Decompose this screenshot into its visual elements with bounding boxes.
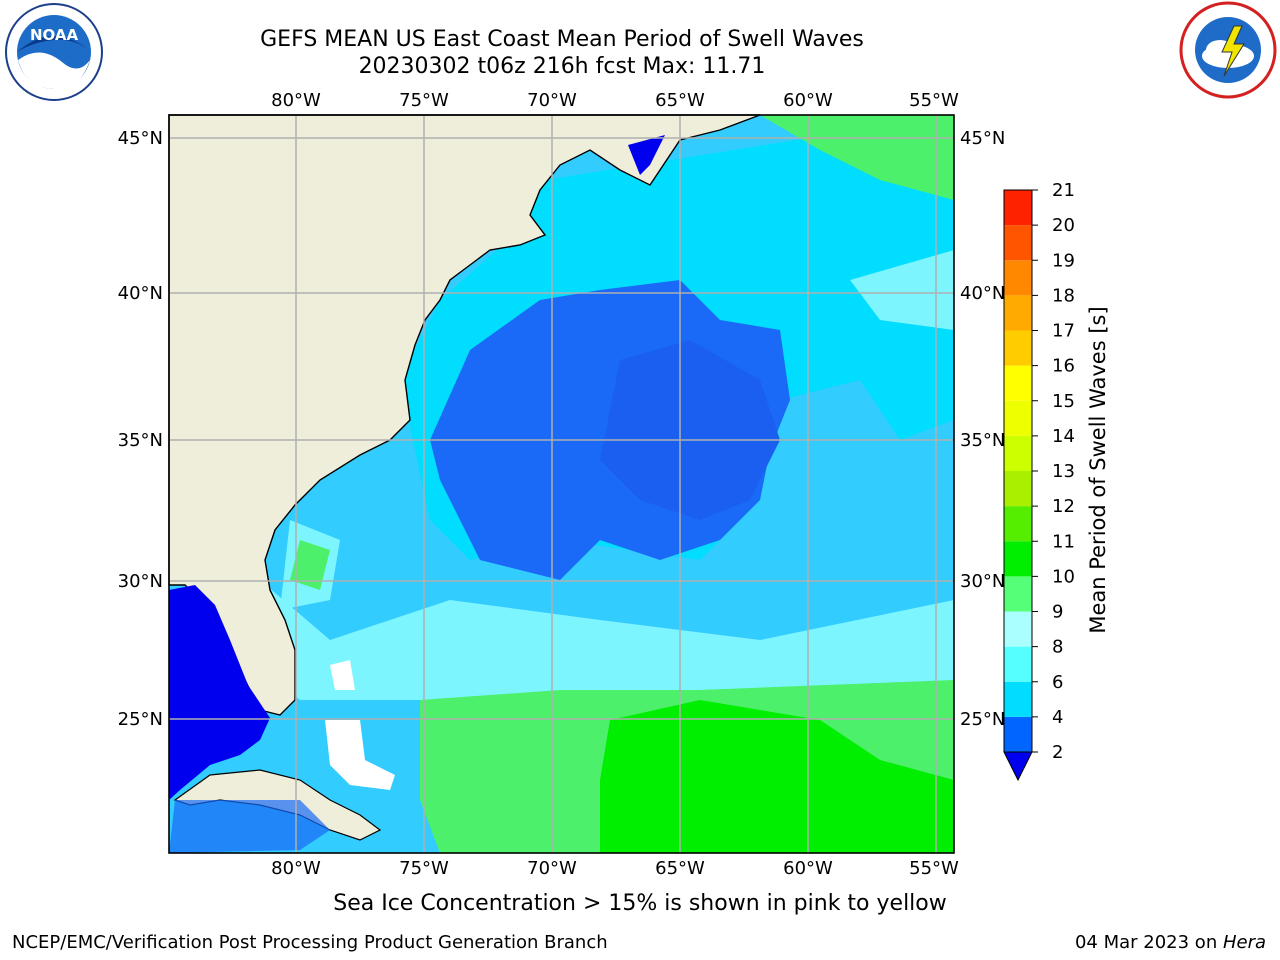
- colorbar-tick-label: 4: [1052, 707, 1063, 728]
- credit-text: NCEP/EMC/Verification Post Processing Pr…: [12, 932, 608, 953]
- colorbar-tick-label: 14: [1052, 426, 1075, 447]
- colorbar-tick-label: 15: [1052, 391, 1075, 412]
- colorbar-tick-label: 17: [1052, 321, 1075, 342]
- nws-logo-icon: [1179, 1, 1277, 99]
- colorbar-extend-arrow: [1003, 751, 1033, 782]
- colorbar: 2 4 6 8 9 10 11 12 13 14 15 16 17 18 19 20 21: [1003, 180, 1075, 782]
- lat-label-right: 25°N: [960, 709, 1005, 730]
- run-date: 04 Mar 2023 on Hera: [1075, 932, 1266, 953]
- colorbar-tick-label: 10: [1052, 566, 1075, 587]
- lon-label-top: 55°W: [909, 90, 959, 111]
- sea-ice-note: Sea Ice Concentration > 15% is shown in …: [333, 891, 947, 916]
- lon-label-top: 65°W: [655, 90, 705, 111]
- colorbar-tick-label: 11: [1052, 531, 1075, 552]
- colorbar-tick-label: 8: [1052, 637, 1063, 658]
- colorbar-segment: [1004, 576, 1032, 612]
- lon-label-bottom: 75°W: [399, 858, 449, 879]
- lon-label-bottom: 70°W: [527, 858, 577, 879]
- lat-label-left: 30°N: [118, 571, 163, 592]
- lat-label-left: 40°N: [118, 283, 163, 304]
- colorbar-segment: [1004, 716, 1032, 752]
- chart-title: GEFS MEAN US East Coast Mean Period of S…: [260, 27, 864, 52]
- colorbar-segment: [1004, 541, 1032, 577]
- colorbar-label: Mean Period of Swell Waves [s]: [1086, 306, 1110, 633]
- colorbar-segment: [1004, 190, 1032, 226]
- map-border: [168, 114, 955, 854]
- colorbar-segment: [1004, 681, 1032, 717]
- lon-label-bottom: 55°W: [909, 858, 959, 879]
- colorbar-tick-label: 19: [1052, 250, 1075, 271]
- lon-label-bottom: 80°W: [271, 858, 321, 879]
- colorbar-segment: [1004, 365, 1032, 401]
- colorbar-segment: [1004, 435, 1032, 471]
- colorbar-segment: [1004, 471, 1032, 507]
- colorbar-tick-label: 6: [1052, 672, 1063, 693]
- colorbar-segment: [1004, 330, 1032, 366]
- lon-label-top: 70°W: [527, 90, 577, 111]
- colorbar-segment: [1004, 611, 1032, 647]
- gulf-of-mexico: [169, 585, 270, 800]
- run-date-text: 04 Mar 2023 on: [1074, 932, 1223, 953]
- colorbar-segment: [1004, 260, 1032, 296]
- lat-label-right: 35°N: [960, 430, 1005, 451]
- noaa-logo-icon: NOAA: [5, 3, 103, 101]
- lat-label-right: 40°N: [960, 283, 1005, 304]
- colorbar-segment: [1004, 295, 1032, 331]
- chart-subtitle: 20230302 t06z 216h fcst Max: 11.71: [358, 54, 766, 79]
- colorbar-segment: [1004, 646, 1032, 682]
- lat-label-left: 25°N: [118, 709, 163, 730]
- colorbar-tick-label: 13: [1052, 461, 1075, 482]
- colorbar-tick-label: 21: [1052, 180, 1075, 201]
- lon-label-top: 75°W: [399, 90, 449, 111]
- colorbar-tick-label: 9: [1052, 602, 1063, 623]
- colorbar-tick-label: 12: [1052, 496, 1075, 517]
- lon-label-top: 60°W: [783, 90, 833, 111]
- lat-label-right: 30°N: [960, 571, 1005, 592]
- lon-label-bottom: 65°W: [655, 858, 705, 879]
- lon-label-bottom: 60°W: [783, 858, 833, 879]
- machine-name: Hera: [1222, 932, 1266, 953]
- graticule: [169, 115, 954, 853]
- svg-text:NOAA: NOAA: [30, 26, 79, 44]
- lat-label-right: 45°N: [960, 128, 1005, 149]
- colorbar-tick-label: 20: [1052, 215, 1075, 236]
- colorbar-tick-label: 16: [1052, 356, 1075, 377]
- colorbar-segment: [1004, 400, 1032, 436]
- lon-label-top: 80°W: [271, 90, 321, 111]
- colorbar-tick-label: 18: [1052, 285, 1075, 306]
- colorbar-segment: [1004, 225, 1032, 261]
- lat-label-left: 35°N: [118, 430, 163, 451]
- colorbar-segment: [1004, 506, 1032, 542]
- colorbar-tick-label: 2: [1052, 742, 1063, 763]
- lat-label-left: 45°N: [118, 128, 163, 149]
